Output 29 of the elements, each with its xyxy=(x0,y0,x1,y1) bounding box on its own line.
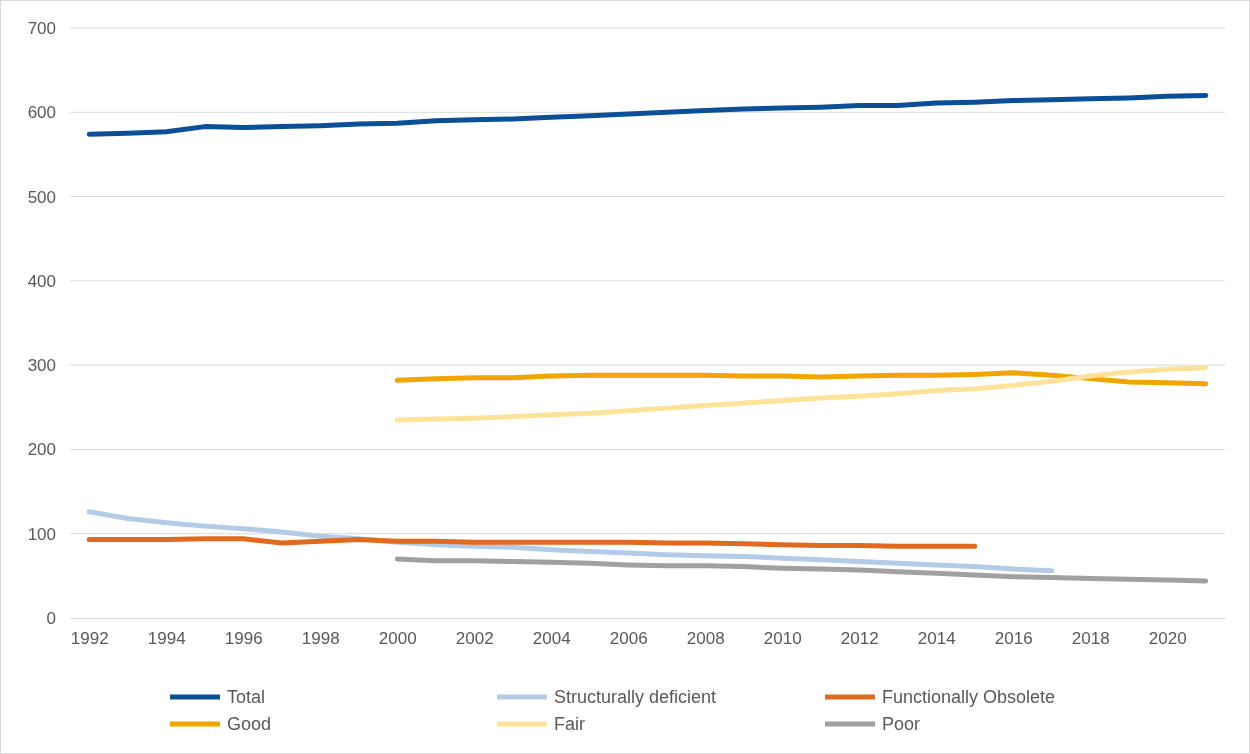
x-tick-label: 2000 xyxy=(378,629,417,649)
y-tick-label: 200 xyxy=(27,440,56,460)
x-tick-label: 2006 xyxy=(609,629,648,649)
x-tick-label: 1996 xyxy=(224,629,263,649)
legend-label: Structurally deficient xyxy=(554,687,717,707)
y-tick-label: 500 xyxy=(27,187,56,207)
y-tick-label: 0 xyxy=(46,608,56,628)
legend-label: Good xyxy=(227,714,272,734)
legend-label: Functionally Obsolete xyxy=(882,687,1056,707)
x-tick-label: 2014 xyxy=(917,629,956,649)
x-tick-label: 1998 xyxy=(301,629,340,649)
y-tick-label: 600 xyxy=(27,103,56,123)
x-tick-label: 2012 xyxy=(840,629,879,649)
x-tick-label: 2010 xyxy=(763,629,802,649)
x-tick-label: 2002 xyxy=(455,629,494,649)
legend-label: Fair xyxy=(554,714,585,734)
x-tick-label: 2020 xyxy=(1148,629,1187,649)
y-tick-label: 100 xyxy=(27,524,56,544)
x-tick-label: 2004 xyxy=(532,629,571,649)
y-tick-label: 700 xyxy=(27,18,56,38)
y-tick-label: 400 xyxy=(27,271,56,291)
x-tick-label: 2018 xyxy=(1071,629,1110,649)
x-tick-label: 2016 xyxy=(994,629,1033,649)
y-tick-label: 300 xyxy=(27,356,56,376)
x-tick-label: 2008 xyxy=(686,629,725,649)
legend-label: Total xyxy=(227,687,266,707)
x-tick-label: 1994 xyxy=(147,629,186,649)
x-tick-label: 1992 xyxy=(70,629,109,649)
legend-label: Poor xyxy=(882,714,921,734)
